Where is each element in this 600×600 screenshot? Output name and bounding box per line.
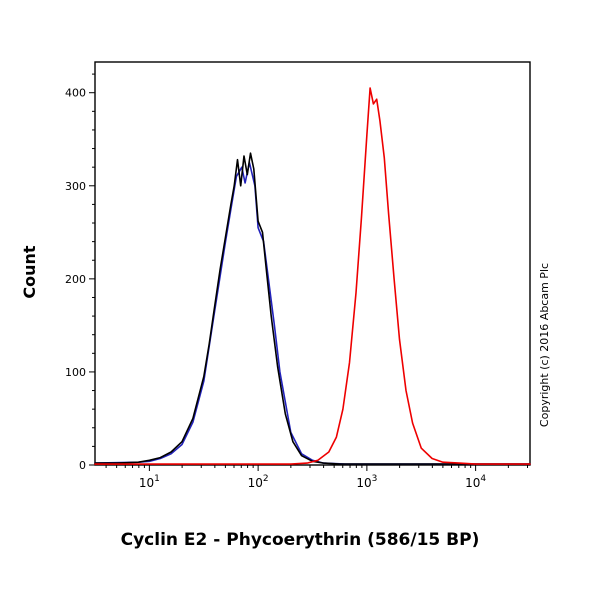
histogram-curves [94, 87, 531, 465]
chart-title: Cyclin E2 - Phycoerythrin (586/15 BP) [120, 530, 480, 550]
x-tick-label: 103 [356, 474, 377, 490]
x-tick-label: 102 [248, 474, 269, 490]
plot-frame [94, 61, 531, 466]
x-tick-label: 104 [465, 474, 486, 490]
y-tick-label: 300 [65, 180, 86, 193]
y-tick-label: 0 [79, 459, 86, 472]
y-axis-title: Count [20, 245, 39, 299]
y-tick-label: 100 [65, 366, 86, 379]
x-axis-ticks: 101 102 103 104 [105, 465, 529, 490]
curve-red-sample [94, 87, 531, 465]
y-tick-label: 400 [65, 87, 86, 100]
y-axis-ticks: 0 100 200 300 400 [65, 73, 95, 472]
curve-blue-control [94, 161, 531, 465]
copyright-text: Copyright (c) 2016 Abcam Plc [538, 262, 551, 428]
x-tick-label: 101 [139, 474, 160, 490]
y-tick-label: 200 [65, 273, 86, 286]
curve-black-control [94, 152, 531, 465]
